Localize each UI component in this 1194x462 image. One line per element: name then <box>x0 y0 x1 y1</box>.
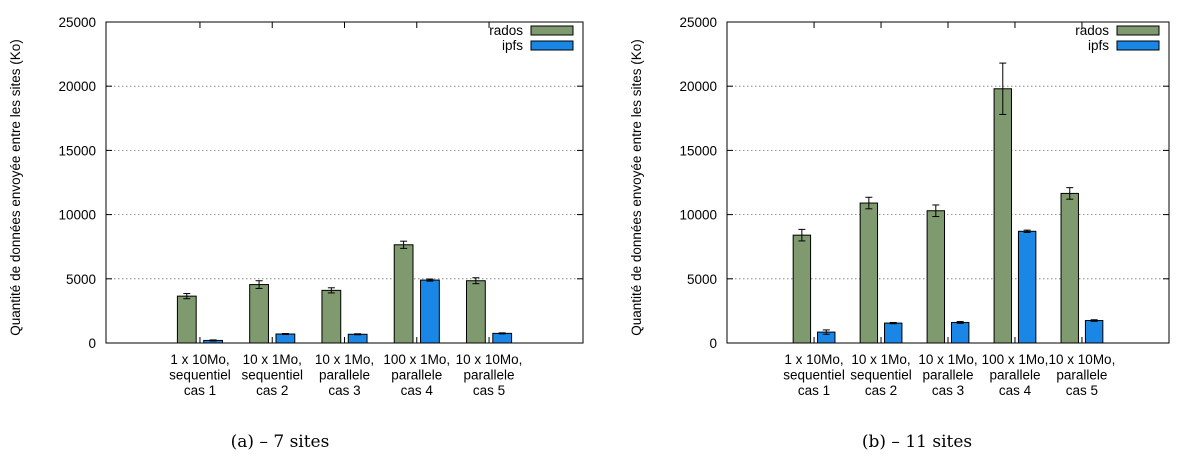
bar-rados <box>465 280 486 344</box>
x-tick-label-line: 10 x 1Mo, <box>315 352 374 367</box>
x-tick-label-line: cas 2 <box>865 383 897 398</box>
legend-swatch <box>1116 40 1160 51</box>
bar-ipfs <box>1017 230 1037 344</box>
x-tick-label-line: 10 x 10Mo, <box>1049 352 1116 367</box>
bar-rados <box>249 284 269 344</box>
bar-rados <box>859 202 879 344</box>
x-tick-label-line: 1 x 10Mo, <box>170 352 229 367</box>
y-tick-label: 5000 <box>66 272 96 287</box>
bar-rados <box>321 289 342 344</box>
bar-rados <box>792 234 812 344</box>
bar-ipfs <box>347 333 368 344</box>
x-tick-label-line: 10 x 10Mo, <box>456 352 523 367</box>
x-tick-label-line: parallele <box>922 368 973 383</box>
figure-caption: (b) – 11 sites <box>862 432 972 452</box>
x-tick-label-line: cas 2 <box>256 383 288 398</box>
legend-label: ipfs <box>1088 38 1109 53</box>
x-tick-label-line: parallele <box>391 368 442 383</box>
bar-rados <box>993 88 1012 344</box>
x-tick-label-line: 10 x 1Mo, <box>918 352 977 367</box>
y-tick-label: 0 <box>88 336 96 351</box>
x-tick-label-line: 1 x 10Mo, <box>784 352 843 367</box>
x-tick-label-line: 100 x 1Mo, <box>383 352 450 367</box>
y-tick-label: 5000 <box>687 272 717 287</box>
x-tick-label-line: 10 x 1Mo, <box>851 352 910 367</box>
y-tick-label: 0 <box>709 336 717 351</box>
y-tick-label: 10000 <box>58 208 96 223</box>
x-tick-label: 100 x 1Mo, parallele cas 4 <box>982 352 1049 398</box>
y-axis-label: Quantité de données envoyée entre les si… <box>8 39 23 335</box>
legend-label: ipfs <box>502 38 523 53</box>
legend-label: rados <box>489 23 523 38</box>
x-tick-label-line: parallele <box>989 368 1040 383</box>
bar-ipfs <box>884 322 903 344</box>
y-tick-label: 25000 <box>679 15 717 30</box>
x-tick-label: 1 x 10Mo, sequentiel cas 1 <box>783 352 845 398</box>
x-tick-label-line: cas 5 <box>473 383 505 398</box>
y-tick-label: 10000 <box>679 208 717 223</box>
legend-swatch <box>530 25 574 36</box>
bar-rados <box>393 244 414 344</box>
x-tick-label-line: cas 4 <box>401 383 434 398</box>
bar-ipfs <box>950 321 970 344</box>
bar-ipfs <box>275 333 296 344</box>
x-tick-label: 10 x 10Mo, parallele cas 5 <box>1049 352 1116 398</box>
y-axis-label: Quantité de données envoyée entre les si… <box>629 39 644 335</box>
x-tick-label: 10 x 1Mo, parallele cas 3 <box>918 352 977 398</box>
x-tick-label-line: cas 1 <box>798 383 830 398</box>
x-tick-label-line: 100 x 1Mo, <box>982 352 1049 367</box>
figure-caption: (a) – 7 sites <box>231 432 330 452</box>
y-tick-label: 15000 <box>679 143 717 158</box>
legend-swatch <box>1116 25 1160 36</box>
x-tick-label: 1 x 10Mo, sequentiel cas 1 <box>169 352 231 398</box>
y-tick-label: 15000 <box>58 143 96 158</box>
legend-swatch <box>530 40 574 51</box>
plot-frame <box>105 21 584 344</box>
x-tick-label-line: parallele <box>1056 368 1107 383</box>
bar-rados <box>1060 192 1079 344</box>
x-tick-label-line: parallele <box>319 368 370 383</box>
x-tick-label-line: sequentiel <box>241 368 303 383</box>
x-tick-label: 10 x 1Mo, sequentiel cas 2 <box>850 352 912 398</box>
bar-ipfs <box>492 332 513 344</box>
y-tick-label: 20000 <box>679 79 717 94</box>
x-tick-label-line: sequentiel <box>169 368 231 383</box>
x-tick-label-line: cas 3 <box>328 383 360 398</box>
bar-ipfs <box>420 279 440 344</box>
x-tick-label-line: sequentiel <box>850 368 912 383</box>
y-tick-label: 20000 <box>58 79 96 94</box>
bar-rados <box>176 295 197 344</box>
x-tick-label-line: cas 5 <box>1066 383 1098 398</box>
x-tick-label: 10 x 1Mo, parallele cas 3 <box>315 352 374 398</box>
x-tick-label: 10 x 10Mo, parallele cas 5 <box>456 352 523 398</box>
y-tick-label: 25000 <box>58 15 96 30</box>
x-tick-label-line: 10 x 1Mo, <box>243 352 302 367</box>
x-tick-label-line: parallele <box>464 368 515 383</box>
bar-ipfs <box>1084 320 1104 344</box>
x-tick-label: 10 x 1Mo, sequentiel cas 2 <box>241 352 303 398</box>
legend-label: rados <box>1075 23 1109 38</box>
x-tick-label-line: sequentiel <box>783 368 845 383</box>
x-tick-label-line: cas 4 <box>999 383 1032 398</box>
x-tick-label-line: cas 1 <box>184 383 216 398</box>
x-tick-label-line: cas 3 <box>932 383 964 398</box>
bar-rados <box>926 210 946 344</box>
x-tick-label: 100 x 1Mo, parallele cas 4 <box>383 352 450 398</box>
